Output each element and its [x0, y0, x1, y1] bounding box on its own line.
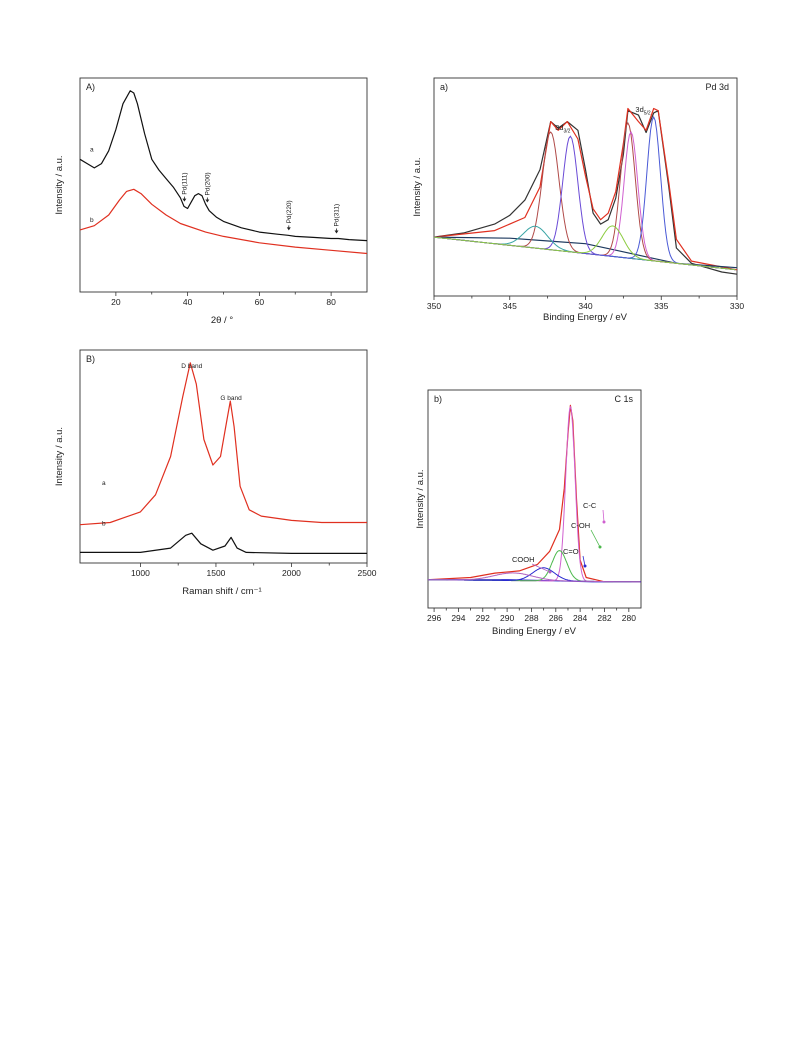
series-line-raw [433, 110, 738, 275]
series-line-background [433, 236, 738, 269]
callout-line [531, 563, 551, 573]
x-tick-label: 290 [500, 613, 514, 623]
x-tick-label: 280 [622, 613, 636, 623]
peak-arrow-icon [205, 199, 210, 203]
component-label: C-C [583, 501, 597, 510]
orbital-label: 3d3/2 [555, 123, 571, 135]
series-label: a [90, 146, 94, 153]
series-line-b [79, 188, 368, 255]
x-axis-label: Binding Energy / eV [543, 312, 628, 323]
x-tick-label: 340 [578, 301, 592, 311]
x-tick-label: 1500 [206, 568, 225, 578]
x-tick-label: 296 [427, 613, 441, 623]
peak-label: Pd(311) [334, 204, 341, 227]
series-label: a [102, 480, 106, 487]
x-tick-label: 292 [476, 613, 490, 623]
callout-line [602, 509, 605, 523]
series-line-a [79, 90, 368, 242]
x-tick-label: 286 [549, 613, 563, 623]
x-axis-label: Raman shift / cm⁻¹ [182, 586, 261, 597]
x-tick-label: 335 [654, 301, 668, 311]
x-tick-label: 1000 [131, 568, 150, 578]
fit-component [433, 115, 736, 271]
y-axis-label: Intensity / a.u. [415, 469, 426, 528]
band-label: G band [220, 395, 242, 402]
peak-arrow-icon [334, 230, 339, 234]
chart-title: C 1s [614, 394, 633, 404]
x-axis-label: Binding Energy / eV [492, 626, 577, 637]
band-label: D band [181, 363, 202, 370]
x-tick-label: 350 [427, 301, 441, 311]
y-axis-label: Intensity / a.u. [54, 427, 65, 486]
plot-frame [427, 389, 642, 609]
x-tick-label: 345 [503, 301, 517, 311]
series-line-envelope [427, 404, 641, 583]
x-tick-label: 60 [255, 297, 265, 307]
chart-title: Pd 3d [705, 82, 729, 92]
series-line-envelope [433, 107, 738, 271]
fit-component [433, 135, 736, 271]
x-tick-label: 294 [451, 613, 465, 623]
peak-label: Pd(111) [181, 172, 188, 194]
xps_pd-chart: 350 345 340 335 330 Binding Energy / eV Intens… [412, 77, 744, 323]
x-tick-label: 20 [111, 297, 121, 307]
x-tick-label: 2500 [358, 568, 377, 578]
callout-arrow-icon [598, 545, 602, 549]
x-axis-label: 2θ / ° [211, 315, 233, 326]
callout-arrow-icon [602, 520, 606, 524]
peak-arrow-icon [286, 227, 291, 231]
y-axis-label: Intensity / a.u. [54, 155, 65, 214]
panel-label: a) [440, 82, 448, 92]
xrd-chart: 20 40 60 80 2θ / ° Intensity / a.u. A) a b Pd(111… [54, 77, 368, 326]
series-line-b [80, 532, 367, 555]
fit-component [433, 131, 736, 271]
fit-component [433, 121, 736, 271]
x-tick-label: 40 [183, 297, 193, 307]
callout-line [590, 529, 601, 548]
peak-arrow-icon [182, 198, 187, 202]
peak-label: Pd(200) [204, 172, 211, 195]
x-tick-label: 80 [326, 297, 336, 307]
fit-component [433, 130, 736, 271]
series-line-a [79, 362, 367, 526]
series-label: b [90, 217, 94, 224]
y-axis-label: Intensity / a.u. [412, 157, 423, 216]
orbital-label: 3d5/2 [635, 105, 651, 117]
component-label: COOH [512, 555, 535, 564]
panel-label: b) [434, 394, 442, 404]
panel-label: B) [86, 354, 95, 364]
plot-frame [79, 349, 368, 564]
plot-frame [79, 77, 368, 293]
x-tick-label: 282 [597, 613, 611, 623]
x-tick-label: 2000 [282, 568, 301, 578]
fit-component [428, 572, 641, 583]
x-tick-label: 288 [524, 613, 538, 623]
component-label: C=O [563, 547, 579, 556]
callout-arrow-icon [548, 570, 552, 574]
peak-label: Pd(220) [286, 200, 293, 223]
raman-chart: 1000 1500 2000 2500 Raman shift / cm⁻¹ Intens… [54, 349, 377, 597]
callout-arrow-icon [583, 564, 587, 568]
panel-label: A) [86, 82, 95, 92]
component-label: C-OH [571, 521, 590, 530]
xps_c-chart: 296 294 292 290 288 286 284 282 280 Binding Energ… [415, 389, 642, 637]
series-label: b [102, 520, 106, 527]
callout-line [582, 555, 586, 567]
x-tick-label: 330 [730, 301, 744, 311]
fit-component [433, 225, 736, 271]
x-tick-label: 284 [573, 613, 587, 623]
